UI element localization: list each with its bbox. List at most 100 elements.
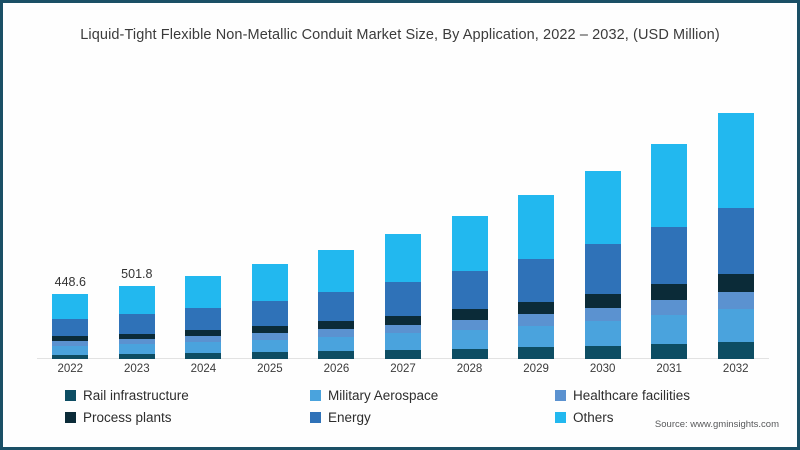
- bar-segment-rail-infrastructure[interactable]: [185, 353, 222, 359]
- x-axis-tick-labels: 2022 2023 2024 2025 2026 2027 2028 2029 2030 2031…: [37, 363, 769, 381]
- bar-segment-others[interactable]: [584, 171, 621, 244]
- bar-2030[interactable]: [584, 171, 621, 359]
- legend-swatch-icon: [555, 411, 566, 423]
- bar-segment-process-plants[interactable]: [451, 309, 488, 320]
- bar-segment-energy[interactable]: [451, 271, 488, 310]
- bar-segment-energy[interactable]: [118, 314, 155, 334]
- bar-segment-military-aerospace[interactable]: [251, 339, 288, 353]
- legend-item-military-aerospace[interactable]: Military Aerospace: [310, 388, 555, 403]
- bar-segment-process-plants[interactable]: [717, 273, 754, 293]
- bar-2022[interactable]: 448.6: [52, 275, 89, 359]
- bar-segment-process-plants[interactable]: [52, 336, 89, 342]
- bar-segment-rail-infrastructure[interactable]: [385, 350, 421, 359]
- x-tick-2025: 2025: [257, 363, 283, 375]
- bar-2024[interactable]: [185, 275, 222, 359]
- bar-segment-process-plants[interactable]: [185, 330, 222, 337]
- bar-segment-process-plants[interactable]: [318, 321, 355, 330]
- bar-segment-others[interactable]: [52, 293, 89, 320]
- bar-segment-military-aerospace[interactable]: [118, 344, 155, 354]
- bar-segment-healthcare-facilities[interactable]: [52, 341, 89, 346]
- bar-segment-others[interactable]: [251, 264, 288, 301]
- bar-segment-healthcare-facilities[interactable]: [717, 292, 754, 309]
- bar-segment-energy[interactable]: [584, 243, 621, 294]
- bar-segment-process-plants[interactable]: [518, 302, 555, 315]
- bar-segment-rail-infrastructure[interactable]: [518, 347, 555, 359]
- bar-2031[interactable]: [651, 143, 688, 359]
- bar-segment-rail-infrastructure[interactable]: [52, 354, 89, 359]
- bar-segment-energy[interactable]: [717, 208, 754, 274]
- bar-segment-healthcare-facilities[interactable]: [318, 329, 355, 337]
- bar-segment-healthcare-facilities[interactable]: [451, 319, 488, 330]
- bar-segment-energy[interactable]: [52, 319, 89, 337]
- bar-segment-process-plants[interactable]: [385, 315, 421, 325]
- bar-segment-others[interactable]: [318, 249, 355, 293]
- legend-item-label: Healthcare facilities: [573, 387, 691, 403]
- bar-segment-process-plants[interactable]: [584, 293, 621, 308]
- bar-segment-healthcare-facilities[interactable]: [251, 333, 288, 340]
- bar-segment-others[interactable]: [717, 113, 754, 209]
- legend-item-others[interactable]: Others: [555, 410, 745, 425]
- bar-segment-rail-infrastructure[interactable]: [451, 348, 488, 359]
- bar-2028[interactable]: [451, 215, 488, 359]
- bar-segment-military-aerospace[interactable]: [52, 345, 89, 355]
- bar-segment-military-aerospace[interactable]: [717, 308, 754, 342]
- bar-segment-others[interactable]: [385, 233, 421, 283]
- bar-value-label-2023: 501.8: [121, 266, 153, 281]
- legend-swatch-icon: [65, 411, 76, 423]
- bar-segment-energy[interactable]: [385, 282, 421, 316]
- legend-item-rail-infrastructure[interactable]: Rail infrastructure: [65, 388, 310, 403]
- bar-2023[interactable]: 501.8: [118, 267, 155, 359]
- source-note: Source: www.gminsights.com: [654, 419, 779, 430]
- bar-segment-rail-infrastructure[interactable]: [584, 345, 621, 359]
- bar-segment-energy[interactable]: [251, 300, 288, 327]
- legend-item-energy[interactable]: Energy: [310, 410, 555, 425]
- bar-segment-process-plants[interactable]: [651, 284, 688, 301]
- x-tick-2032: 2032: [722, 363, 749, 375]
- bar-segment-healthcare-facilities[interactable]: [385, 324, 421, 334]
- x-tick-2024: 2024: [190, 363, 217, 375]
- legend-swatch-icon: [310, 389, 321, 401]
- bar-value-label-2022: 448.6: [54, 274, 86, 289]
- bar-segment-military-aerospace[interactable]: [385, 333, 421, 351]
- bar-segment-military-aerospace[interactable]: [451, 329, 488, 349]
- bar-segment-military-aerospace[interactable]: [518, 325, 555, 348]
- bar-2026[interactable]: [318, 249, 355, 359]
- bar-segment-rail-infrastructure[interactable]: [651, 343, 688, 359]
- bar-segment-process-plants[interactable]: [251, 326, 288, 334]
- bar-segment-military-aerospace[interactable]: [185, 342, 222, 354]
- legend-swatch-icon: [310, 411, 321, 423]
- bar-segment-others[interactable]: [451, 215, 488, 272]
- legend-item-label: Energy: [328, 409, 371, 425]
- x-tick-2031: 2031: [656, 363, 682, 375]
- bar-segment-energy[interactable]: [185, 308, 222, 331]
- bar-segment-others[interactable]: [185, 275, 222, 309]
- bar-2027[interactable]: [385, 233, 421, 359]
- bar-segment-military-aerospace[interactable]: [651, 315, 688, 344]
- bar-segment-energy[interactable]: [651, 227, 688, 285]
- bar-segment-healthcare-facilities[interactable]: [651, 300, 688, 316]
- bar-2032[interactable]: [717, 113, 754, 359]
- bar-2025[interactable]: [251, 264, 288, 359]
- bar-2029[interactable]: [518, 195, 555, 359]
- bar-segment-energy[interactable]: [318, 292, 355, 321]
- legend-item-healthcare-facilities[interactable]: Healthcare facilities: [555, 388, 745, 403]
- bar-segment-rail-infrastructure[interactable]: [251, 352, 288, 359]
- bar-segment-others[interactable]: [518, 195, 555, 259]
- bar-segment-rail-infrastructure[interactable]: [717, 341, 754, 359]
- bar-segment-others[interactable]: [651, 143, 688, 228]
- bar-segment-others[interactable]: [118, 285, 155, 315]
- x-tick-2022: 2022: [57, 363, 84, 375]
- bar-segment-energy[interactable]: [518, 258, 555, 303]
- page-title: Liquid-Tight Flexible Non-Metallic Condu…: [80, 27, 720, 43]
- x-tick-2030: 2030: [589, 363, 616, 375]
- bar-segment-rail-infrastructure[interactable]: [318, 351, 355, 359]
- bar-segment-healthcare-facilities[interactable]: [584, 307, 621, 321]
- bar-segment-healthcare-facilities[interactable]: [518, 314, 555, 326]
- bar-segment-healthcare-facilities[interactable]: [118, 339, 155, 345]
- legend-item-process-plants[interactable]: Process plants: [65, 410, 310, 425]
- bar-segment-healthcare-facilities[interactable]: [185, 336, 222, 343]
- bar-segment-rail-infrastructure[interactable]: [118, 353, 155, 359]
- bar-segment-process-plants[interactable]: [118, 333, 155, 340]
- bar-segment-military-aerospace[interactable]: [584, 320, 621, 346]
- bar-segment-military-aerospace[interactable]: [318, 336, 355, 352]
